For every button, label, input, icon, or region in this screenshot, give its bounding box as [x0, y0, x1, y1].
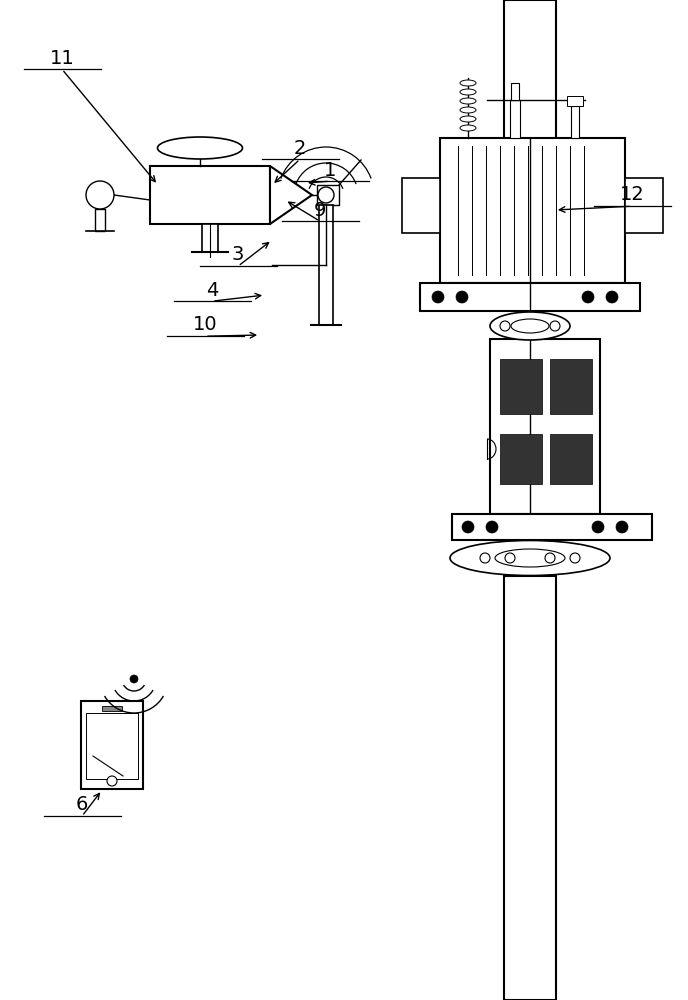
Circle shape — [486, 521, 498, 533]
Ellipse shape — [460, 107, 476, 113]
Ellipse shape — [490, 312, 570, 340]
Bar — [504, 0, 556, 145]
Circle shape — [570, 553, 580, 563]
Bar — [511, 83, 519, 100]
Bar — [500, 359, 542, 414]
Bar — [625, 178, 663, 233]
Ellipse shape — [158, 137, 242, 159]
Text: 1: 1 — [324, 160, 336, 180]
Ellipse shape — [460, 80, 476, 86]
Ellipse shape — [460, 89, 476, 95]
Circle shape — [550, 321, 560, 331]
Text: 4: 4 — [206, 280, 218, 300]
Circle shape — [318, 187, 334, 203]
Text: 10: 10 — [193, 316, 217, 334]
Bar — [102, 706, 122, 711]
Bar — [150, 166, 270, 224]
Circle shape — [505, 553, 515, 563]
Bar — [420, 283, 640, 311]
Bar — [500, 434, 542, 484]
Ellipse shape — [460, 98, 476, 104]
Ellipse shape — [460, 116, 476, 122]
Circle shape — [606, 291, 618, 303]
Bar — [402, 178, 440, 233]
Bar — [202, 224, 218, 252]
Circle shape — [432, 291, 444, 303]
Circle shape — [616, 521, 628, 533]
Circle shape — [456, 291, 468, 303]
Bar — [550, 434, 592, 484]
Text: 3: 3 — [232, 245, 244, 264]
Circle shape — [86, 181, 114, 209]
Bar — [510, 100, 520, 138]
Bar — [81, 701, 143, 789]
Circle shape — [582, 291, 594, 303]
Circle shape — [480, 553, 490, 563]
Bar — [504, 576, 556, 1000]
Bar — [571, 106, 579, 138]
Ellipse shape — [450, 540, 610, 576]
Circle shape — [545, 553, 555, 563]
Bar — [86, 713, 138, 779]
Bar — [95, 209, 105, 231]
Bar — [550, 359, 592, 414]
Ellipse shape — [460, 125, 476, 131]
Circle shape — [130, 675, 138, 683]
Text: 12: 12 — [620, 186, 645, 205]
Bar — [317, 185, 339, 205]
Circle shape — [107, 776, 117, 786]
Text: 9: 9 — [314, 200, 326, 220]
Text: 6: 6 — [76, 796, 88, 814]
Bar — [490, 339, 600, 514]
Bar — [452, 514, 652, 540]
Ellipse shape — [495, 549, 565, 567]
Circle shape — [592, 521, 604, 533]
Text: 2: 2 — [294, 138, 306, 157]
Circle shape — [462, 521, 474, 533]
Bar — [319, 205, 333, 325]
Bar — [440, 138, 625, 283]
Circle shape — [500, 321, 510, 331]
Polygon shape — [270, 166, 312, 224]
Ellipse shape — [511, 319, 549, 333]
Bar — [567, 96, 583, 106]
Text: 11: 11 — [50, 48, 74, 68]
